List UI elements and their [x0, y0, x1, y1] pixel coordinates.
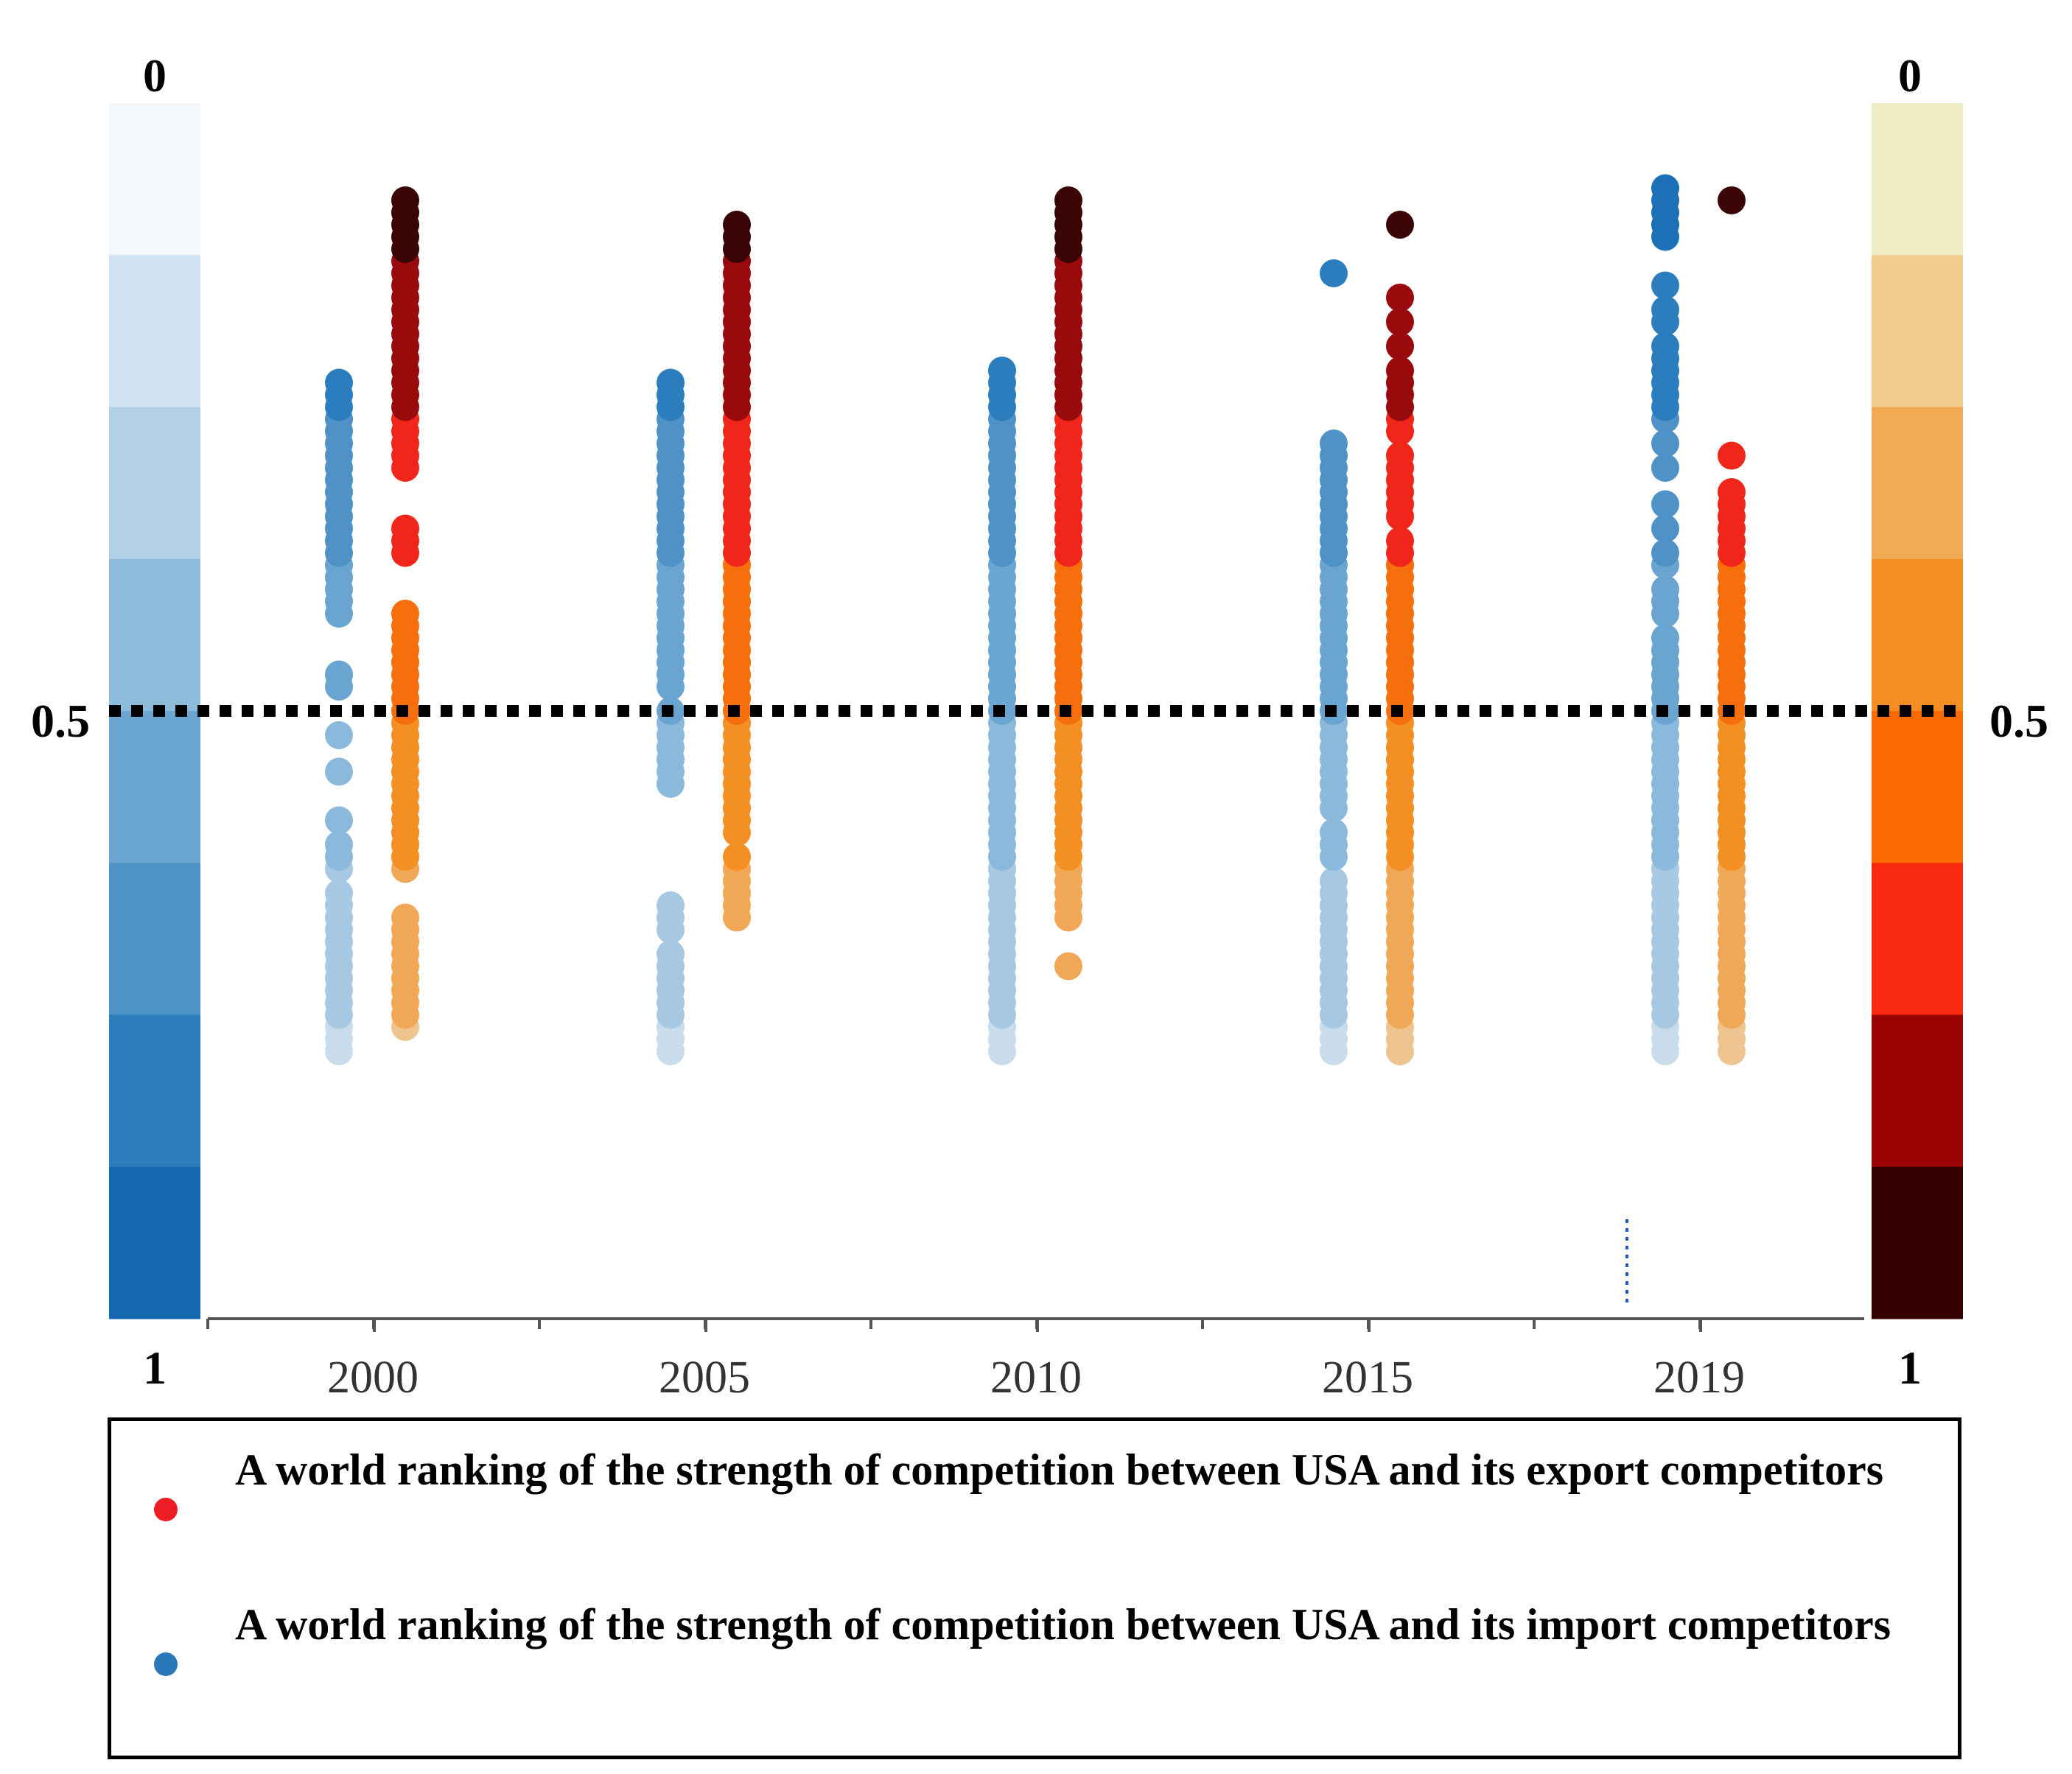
right-scale-band-4	[1872, 711, 1963, 863]
legend: A world ranking of the strength of compe…	[108, 1417, 1961, 1759]
export-point-2000-31	[391, 600, 419, 628]
export-point-2010-0	[1054, 952, 1082, 981]
left-scale-mid-label: 0.5	[31, 695, 90, 747]
x-tick-label-2010: 2010	[990, 1353, 1082, 1403]
export-point-2019-47	[1718, 441, 1746, 470]
right-scale-bottom-label: 1	[1898, 1342, 1922, 1394]
import-point-2015-49	[1320, 259, 1348, 287]
x-tick-label-2019: 2019	[1653, 1353, 1745, 1403]
legend-entry-export: A world ranking of the strength of compe…	[111, 1436, 1958, 1576]
left-scale-band-6	[109, 1014, 200, 1168]
import-point-2000-17	[325, 806, 353, 835]
legend-entry-import: A world ranking of the strength of compe…	[111, 1591, 1958, 1731]
left-scale-band-1	[109, 255, 200, 407]
x-tick-label-2015: 2015	[1322, 1353, 1413, 1403]
x-tick-label-2005: 2005	[659, 1353, 750, 1403]
right-scale-mid-label: 0.5	[1989, 695, 2048, 747]
legend-swatch-export	[154, 1498, 178, 1521]
import-point-2000-13	[325, 879, 353, 908]
import-point-2000-41	[325, 368, 353, 397]
import-point-2019-34	[1651, 624, 1679, 652]
import-point-2019-41	[1651, 490, 1679, 519]
import-point-2005-8	[657, 940, 685, 968]
left-scale-band-2	[109, 407, 200, 560]
legend-label-import: A world ranking of the strength of compe…	[235, 1600, 1891, 1649]
import-point-2019-53	[1651, 271, 1679, 300]
import-point-2019-40	[1651, 514, 1679, 543]
export-point-2015-54	[1386, 357, 1414, 385]
export-point-2015-55	[1386, 332, 1414, 360]
import-point-2015-14	[1320, 867, 1348, 895]
data-points	[325, 174, 1746, 1065]
left-color-scale	[109, 103, 200, 1319]
right-scale-top-label: 0	[1898, 49, 1922, 102]
left-scale-top-label: 0	[143, 49, 167, 102]
import-point-2015-48	[1320, 430, 1348, 457]
export-point-2015-57	[1386, 284, 1414, 312]
right-scale-band-0	[1872, 103, 1963, 256]
import-point-2005-44	[657, 368, 685, 397]
export-point-2015-48	[1386, 441, 1414, 470]
x-axis: 2000 2005 2010 2015 2019	[206, 1219, 1864, 1403]
import-point-2019-52	[1651, 295, 1679, 324]
export-point-2000-34	[391, 514, 419, 543]
left-scale-bottom-label: 1	[143, 1342, 167, 1394]
export-point-2015-42	[1386, 527, 1414, 555]
export-point-2019-48	[1718, 186, 1746, 214]
left-scale-band-0	[109, 103, 200, 256]
left-scale-band-3	[109, 558, 200, 712]
export-point-2015-58	[1386, 211, 1414, 239]
right-color-scale	[1872, 103, 1963, 1319]
left-scale-band-5	[109, 863, 200, 1015]
import-point-2019-37	[1651, 575, 1679, 603]
export-point-2000-57	[391, 186, 419, 214]
scale-labels: 0 0.5 1 0 0.5 1	[31, 49, 2048, 1394]
x-tick-label-2000: 2000	[327, 1353, 419, 1403]
left-scale-band-4	[109, 711, 200, 863]
import-point-2019-58	[1651, 174, 1679, 203]
legend-swatch-import	[154, 1652, 178, 1676]
right-scale-band-7	[1872, 1166, 1963, 1319]
import-point-2000-21	[325, 660, 353, 689]
import-point-2019-39	[1651, 539, 1679, 567]
export-point-2000-9	[391, 903, 419, 932]
export-point-2010-60	[1054, 186, 1082, 214]
import-point-2005-11	[657, 891, 685, 919]
import-point-2000-16	[325, 830, 353, 859]
import-point-2019-42	[1651, 454, 1679, 482]
import-point-2000-19	[325, 721, 353, 749]
import-point-2000-18	[325, 757, 353, 786]
legend-label-export: A world ranking of the strength of compe…	[235, 1445, 1884, 1494]
right-scale-band-1	[1872, 255, 1963, 407]
right-scale-band-5	[1872, 863, 1963, 1015]
right-scale-band-6	[1872, 1014, 1963, 1168]
import-point-2019-50	[1651, 332, 1679, 360]
right-scale-band-2	[1872, 407, 1963, 560]
import-point-2010-56	[988, 357, 1016, 385]
export-point-2005-56	[723, 211, 751, 239]
export-point-2005-5	[723, 843, 751, 871]
right-scale-band-3	[1872, 558, 1963, 712]
import-point-2015-17	[1320, 818, 1348, 846]
export-point-2019-46	[1718, 478, 1746, 506]
import-point-2019-43	[1651, 430, 1679, 457]
left-scale-band-7	[109, 1166, 200, 1319]
export-point-2015-56	[1386, 308, 1414, 336]
